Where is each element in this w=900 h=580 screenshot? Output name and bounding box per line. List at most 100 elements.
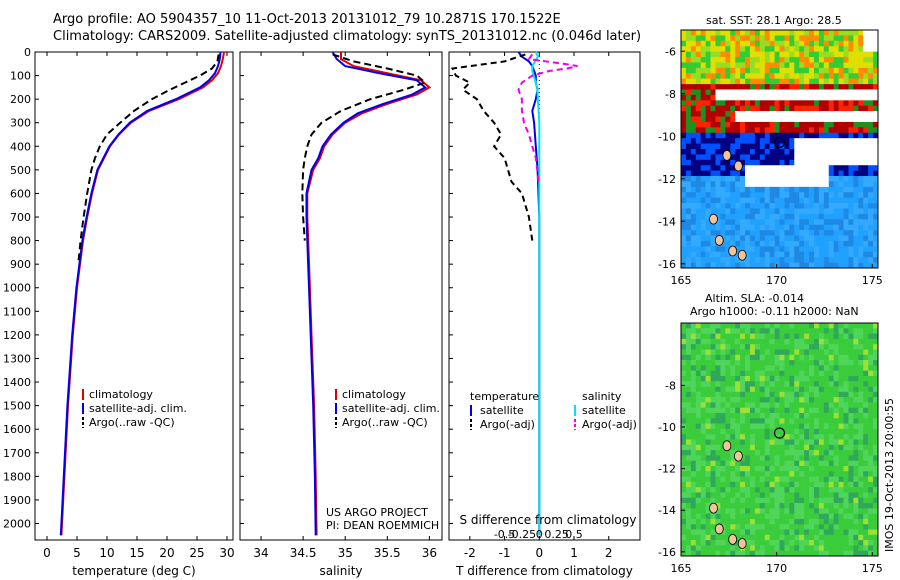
island-marker [714, 234, 724, 246]
argo-position-marker [773, 136, 786, 149]
series-satelliteadjclim [59, 51, 222, 536]
project-label: US ARGO PROJECT [326, 506, 428, 519]
argo-position-marker [773, 427, 786, 439]
x-tick-label: 0 [535, 546, 543, 560]
legend-label: Argo(..raw -QC) [342, 416, 428, 429]
map-frame [680, 29, 879, 269]
y-tick-label: 1800 [3, 470, 31, 483]
y-tick-label: 1300 [3, 352, 31, 365]
legend-label: Argo(..raw -QC) [89, 416, 175, 429]
y-tick-label: 2000 [3, 517, 31, 530]
x-tick-label: 35 [338, 546, 353, 560]
legend-label: Argo(-adj) [480, 418, 535, 431]
x2-tick-label: -0.25 [508, 528, 536, 541]
series-climatology [60, 51, 225, 536]
map-x-tick-label: 165 [671, 562, 692, 575]
legend-label: Argo(-adj) [582, 418, 637, 431]
legend-label: satellite [582, 404, 626, 417]
panel-frame-0 [34, 51, 234, 541]
island-marker [722, 440, 732, 452]
x-axis-label: temperature (deg C) [72, 564, 195, 578]
sla-map-subtitle: Argo h1000: -0.11 h2000: NaN [690, 305, 859, 318]
x-tick-label: -1 [499, 546, 511, 560]
y-tick-label: 400 [10, 140, 31, 153]
map-y-tick-label: -6 [665, 45, 676, 58]
map-x-tick-label: 175 [862, 562, 883, 575]
x-tick-label: 5 [73, 546, 81, 560]
x2-tick-label: 0.25 [544, 528, 569, 541]
map-y-tick-label: -16 [658, 546, 676, 559]
y-tick-label: 600 [10, 187, 31, 200]
island-marker [737, 538, 747, 549]
x-tick-label: 25 [189, 546, 204, 560]
legend-label: climatology [342, 388, 406, 401]
map-y-tick-label: -8 [665, 379, 676, 392]
y-tick-label: 1100 [3, 305, 31, 318]
y-tick-label: 300 [10, 117, 31, 130]
y-tick-label: 800 [10, 235, 31, 248]
x-tick-label: -2 [464, 546, 476, 560]
island-marker [722, 149, 732, 161]
map-y-tick-label: -12 [658, 463, 676, 476]
diff-series-3 [517, 53, 578, 182]
x-tick-label: 1 [570, 546, 578, 560]
series-argorawqc [301, 53, 428, 241]
diff-series-2 [531, 51, 541, 536]
sst-map-title: sat. SST: 28.1 Argo: 28.5 [706, 14, 842, 27]
x-tick-label: 36 [422, 546, 437, 560]
y-tick-label: 100 [10, 70, 31, 83]
map-x-tick-label: 175 [862, 274, 883, 287]
x-tick-label: 15 [129, 546, 144, 560]
x2-tick-label: -0.5 [494, 528, 515, 541]
diff-series-1 [451, 53, 534, 241]
legend-label: satellite-adj. clim. [89, 402, 187, 415]
map-x-tick-label: 170 [766, 562, 787, 575]
y-tick-label: 200 [10, 93, 31, 106]
map-x-tick-label: 165 [671, 274, 692, 287]
y-tick-label: 1900 [3, 494, 31, 507]
island-marker [728, 245, 738, 257]
legend-label: satellite [480, 404, 524, 417]
map-y-tick-label: -8 [665, 88, 676, 101]
island-marker [709, 502, 718, 514]
y-tick-label: 1500 [3, 400, 31, 413]
island-marker [737, 249, 747, 261]
map-y-tick-label: -12 [658, 173, 676, 186]
island-marker [733, 160, 743, 172]
panel-frame-2 [448, 51, 641, 541]
map-y-tick-label: -14 [658, 215, 676, 228]
legend-label: climatology [89, 388, 153, 401]
plot-title-line2: Climatology: CARS2009. Satellite-adjuste… [53, 29, 642, 44]
map-y-tick-label: -14 [658, 504, 676, 517]
sst-heatmap [681, 30, 879, 269]
x2-tick-label: 0 [536, 528, 543, 541]
legend-title-t: temperature [470, 390, 539, 403]
legend-title-s: salinity [582, 390, 622, 403]
x-tick-label: 34 [253, 546, 268, 560]
y-tick-label: 500 [10, 164, 31, 177]
island-marker [709, 213, 718, 225]
x-tick-label: 2 [605, 546, 613, 560]
x-axis-label: T difference from climatology [455, 564, 633, 578]
x2-axis-label: S difference from climatology [460, 513, 637, 527]
map-x-tick-label: 170 [766, 274, 787, 287]
diff-series-0 [517, 51, 541, 536]
series-argorawqc [77, 54, 220, 265]
island-marker [733, 450, 743, 462]
x-tick-label: 20 [159, 546, 174, 560]
pi-label: PI: DEAN ROEMMICH [326, 519, 440, 532]
series-satelliteadjclim [305, 51, 427, 536]
y-tick-label: 1200 [3, 329, 31, 342]
sla-map-title: Altim. SLA: -0.014 [705, 292, 805, 305]
x-tick-label: 0 [43, 546, 51, 560]
y-tick-label: 1000 [3, 282, 31, 295]
sla-heatmap [681, 323, 879, 557]
y-tick-label: 700 [10, 211, 31, 224]
island-marker [728, 533, 738, 545]
y-tick-label: 1600 [3, 423, 31, 436]
map-y-tick-label: -10 [658, 130, 676, 143]
x2-tick-label: 0.5 [565, 528, 583, 541]
x-axis-label: salinity [319, 564, 362, 578]
island-marker [714, 523, 724, 535]
